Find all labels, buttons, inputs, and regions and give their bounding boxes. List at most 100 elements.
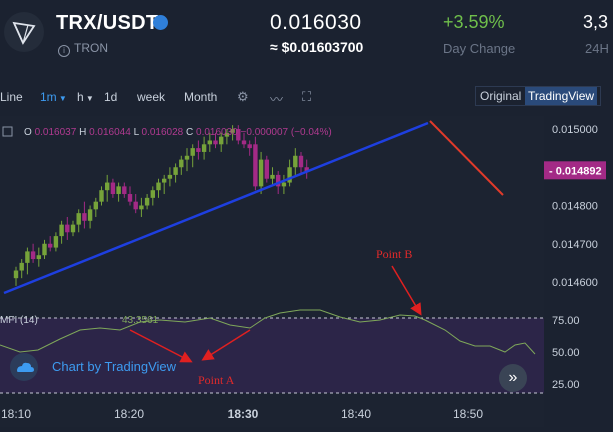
candle-body [116, 186, 121, 195]
interval-1d[interactable]: 1d [104, 90, 118, 104]
interval-line[interactable]: Line [0, 90, 23, 104]
candle-body [287, 167, 292, 183]
mfi-level-label: 50.00 [552, 347, 580, 359]
ohlc-legend-part: H [79, 127, 89, 138]
chevron-down-icon: ▼ [83, 94, 94, 103]
arrow-point-a-right [201, 329, 251, 361]
view-tradingview-button[interactable]: TradingView [525, 87, 598, 105]
ohlc-legend-part: 0.016037 [35, 127, 80, 138]
mfi-level-label: 25.00 [552, 379, 580, 391]
candle-body [87, 209, 93, 221]
candle-body [213, 140, 218, 145]
candle-body [253, 144, 258, 187]
candle-body [281, 182, 287, 187]
ohlc-legend-part: 0.016028 [142, 127, 187, 138]
time-tick-label: 18:30 [228, 407, 259, 421]
time-tick-label: 18:10 [1, 407, 31, 421]
arrow-point-b [391, 265, 422, 316]
time-tick-label: 18:20 [114, 407, 144, 421]
candle-body [276, 174, 281, 187]
candle-body [293, 155, 298, 168]
downtrend-line [429, 120, 504, 196]
price-tick-label: 0.014700 [552, 239, 598, 251]
watermark-text: Chart by TradingView [52, 359, 177, 374]
price-tick-label: 0.014800 [552, 201, 598, 213]
candle-body [53, 236, 59, 248]
interval-1m[interactable]: 1m ▼ [40, 90, 67, 104]
ohlc-legend: O 0.016037 H 0.016044 L 0.016028 C 0.016… [24, 127, 332, 138]
candle-body [144, 197, 150, 206]
candle-body [162, 178, 167, 183]
interval-week[interactable]: week [137, 90, 166, 104]
candle-body [304, 167, 309, 172]
collapse-legend-box [2, 126, 13, 137]
ohlc-legend-part: L [134, 127, 142, 138]
candle-body [13, 270, 19, 279]
mfi-indicator-value: 43.3561 [122, 315, 159, 326]
time-tick-label: 18:40 [341, 407, 371, 421]
high-24h-label: 24H [585, 41, 609, 56]
price-tick-label: 0.014600 [552, 277, 598, 289]
view-original-button[interactable]: Original [480, 89, 522, 103]
mfi-level-label: 75.00 [552, 315, 580, 327]
annotation-point-a: Point A [198, 373, 235, 387]
settings-icon[interactable]: ⚙ [237, 89, 249, 104]
candle-body [105, 182, 110, 191]
candle-body [110, 182, 116, 195]
mfi-indicator-name: MFI (14) [0, 315, 38, 326]
candle-body [173, 167, 178, 175]
candle-body [99, 190, 104, 202]
current-price-tag: - 0.014892 [549, 165, 602, 177]
indicators-icon[interactable]: 〰 [270, 92, 284, 107]
candle-body [65, 224, 70, 233]
candle-body [19, 262, 24, 271]
scroll-to-realtime-button[interactable]: » [499, 364, 527, 392]
last-price: 0.016030 [270, 11, 362, 34]
candle-body [93, 201, 98, 210]
info-icon[interactable]: i [58, 45, 70, 57]
ohlc-legend-part: 0.016030 [196, 127, 241, 138]
chevron-down-icon: ▼ [56, 94, 67, 103]
fullscreen-icon[interactable]: ⛶ [302, 89, 312, 104]
candle-body [219, 136, 224, 145]
candle-body [298, 155, 304, 168]
coin-name: i TRON [58, 41, 108, 57]
cloud-icon [10, 353, 38, 381]
candle-body [167, 174, 173, 179]
usd-price: ≈ $0.01603700 [270, 39, 364, 55]
day-change-label: Day Change [443, 41, 516, 56]
candle-body [230, 129, 235, 133]
globe-icon[interactable] [153, 15, 168, 30]
ohlc-legend-part: 0.016044 [89, 127, 134, 138]
ohlc-legend-part: −0.000007 (−0.04%) [241, 127, 332, 138]
uptrend-line [3, 121, 429, 295]
candle-body [30, 251, 36, 260]
candle-body [59, 224, 64, 237]
candle-body [258, 159, 264, 187]
ohlc-legend-part: C [186, 127, 196, 138]
price-tick-label: 0.015000 [552, 124, 598, 136]
mfi-band [0, 318, 544, 393]
candle-body [179, 159, 184, 168]
candle-body [270, 174, 275, 179]
interval-hour[interactable]: h ▼ [77, 90, 94, 104]
candle-body [25, 251, 30, 263]
interval-month[interactable]: Month [184, 90, 218, 104]
candle-body [156, 182, 161, 191]
candle-body [224, 132, 230, 137]
ohlc-legend-part: O [24, 127, 35, 138]
candle-body [122, 186, 127, 195]
arrow-point-a-left [129, 329, 193, 363]
candle-body [70, 224, 76, 233]
annotation-point-b: Point B [376, 247, 412, 261]
candle-body [82, 213, 87, 221]
candle-body [139, 205, 144, 210]
ticker-header: TRX/USDT i TRON 0.016030 ≈ $0.01603700 +3… [0, 0, 613, 68]
view-toggle: Original TradingView [475, 86, 601, 106]
candle-body [264, 159, 269, 179]
pair-title: TRX/USDT [56, 12, 159, 34]
candle-body [184, 155, 190, 160]
candle-body [196, 148, 201, 152]
